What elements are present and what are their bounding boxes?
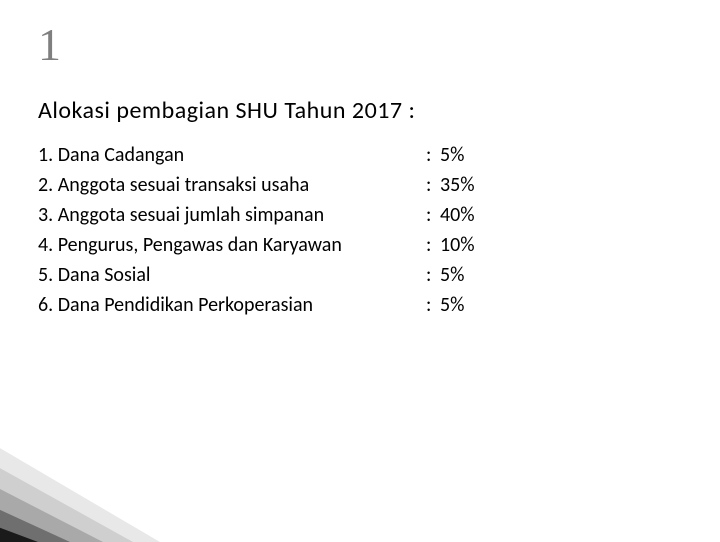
item-separator: : [426,140,440,170]
item-label: 4. Pengurus, Pengawas dan Karyawan [38,230,426,260]
list-item: 6. Dana Pendidikan Perkoperasian : 5% [38,290,598,320]
item-separator: : [426,260,440,290]
list-item: 5. Dana Sosial : 5% [38,260,598,290]
item-separator: : [426,170,440,200]
item-value: 10% [440,230,598,260]
item-separator: : [426,200,440,230]
item-value: 40% [440,200,598,230]
slide-title: Alokasi pembagian SHU Tahun 2017 : [38,96,415,125]
item-label: 2. Anggota sesuai transaksi usaha [38,170,426,200]
list-item: 2. Anggota sesuai transaksi usaha : 35% [38,170,598,200]
item-value: 5% [440,260,598,290]
item-separator: : [426,290,440,320]
list-item: 4. Pengurus, Pengawas dan Karyawan : 10% [38,230,598,260]
list-item: 3. Anggota sesuai jumlah simpanan : 40% [38,200,598,230]
item-value: 5% [440,290,598,320]
list-item: 1. Dana Cadangan : 5% [38,140,598,170]
slide-number: 1 [38,18,61,71]
corner-decoration [0,412,188,542]
item-separator: : [426,230,440,260]
item-label: 1. Dana Cadangan [38,140,426,170]
allocation-list: 1. Dana Cadangan : 5% 2. Anggota sesuai … [38,140,598,320]
item-label: 6. Dana Pendidikan Perkoperasian [38,290,426,320]
item-value: 35% [440,170,598,200]
item-label: 3. Anggota sesuai jumlah simpanan [38,200,426,230]
item-value: 5% [440,140,598,170]
item-label: 5. Dana Sosial [38,260,426,290]
